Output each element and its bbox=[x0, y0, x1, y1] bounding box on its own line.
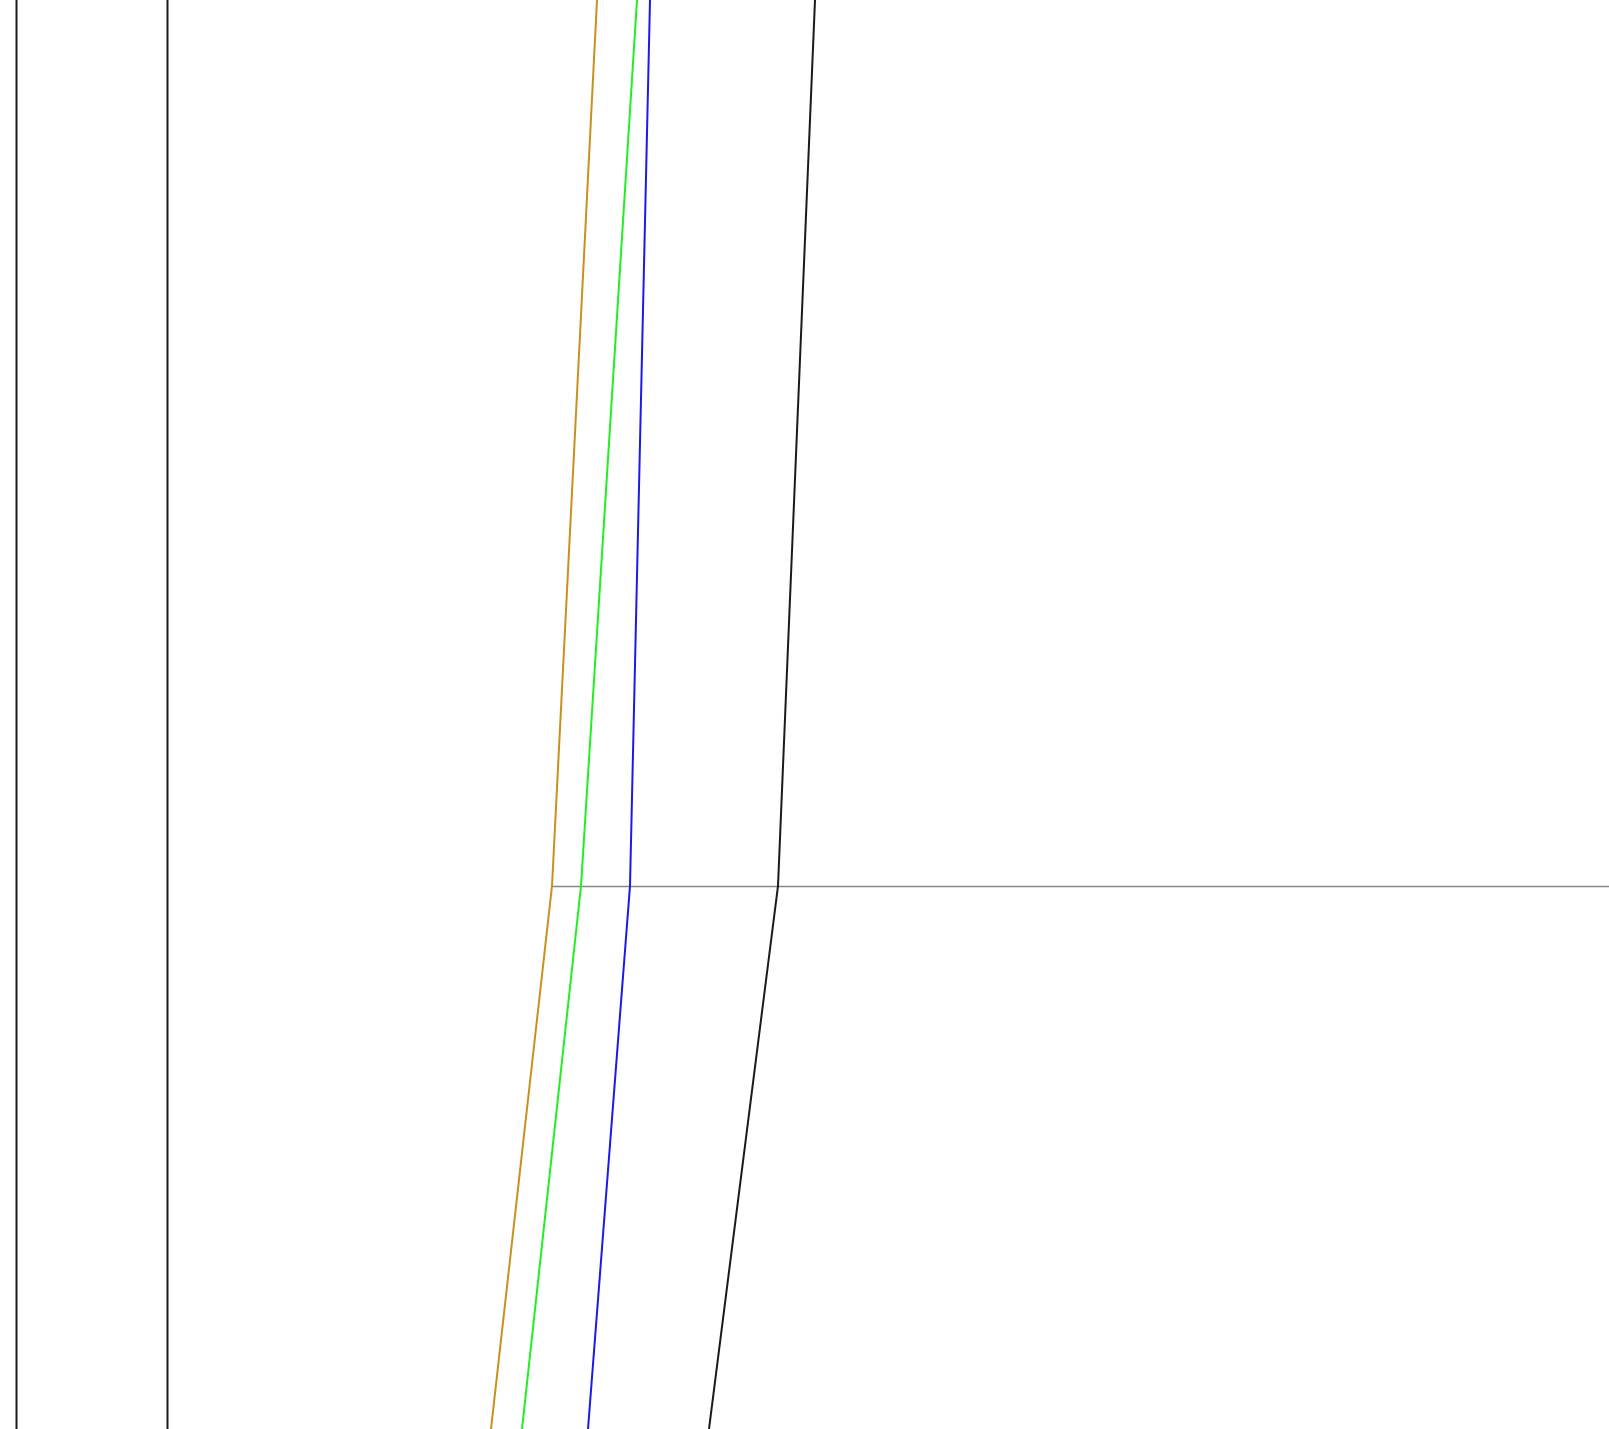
blue-trace bbox=[587, 0, 651, 1429]
black-trace bbox=[708, 0, 816, 1429]
green-trace bbox=[521, 0, 638, 1429]
orange-trace bbox=[490, 0, 598, 1429]
